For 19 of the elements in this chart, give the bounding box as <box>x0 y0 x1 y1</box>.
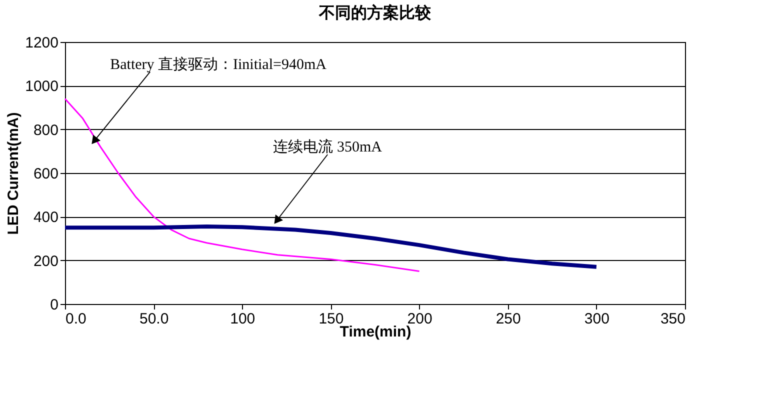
y-tick-label: 600 <box>33 166 58 182</box>
line-series <box>64 98 420 272</box>
x-tick-label: 250 <box>496 310 521 328</box>
x-tick-label: 50.0 <box>139 310 169 328</box>
chart-title: 不同的方案比较 <box>318 3 432 22</box>
y-tick-label: 400 <box>33 209 58 226</box>
y-tick-label: 1200 <box>25 34 58 52</box>
annotation: 连续电流 350mA <box>273 138 382 156</box>
annotation: Battery 直接驱动：Iinitial=940mA <box>110 56 327 73</box>
x-tick-label: 350 <box>660 310 686 328</box>
y-tick-label: 800 <box>33 122 58 139</box>
x-tick-label: 300 <box>584 310 610 328</box>
y-tick-label: 0 <box>50 296 58 314</box>
line-series <box>63 224 598 269</box>
y-tick-label: 200 <box>33 252 58 270</box>
x-tick-label: 0.0 <box>66 310 86 328</box>
y-axis-title: LED Current(mA) <box>5 112 22 235</box>
x-tick-label: 100 <box>230 310 256 328</box>
y-tick-label: 1000 <box>25 78 58 96</box>
